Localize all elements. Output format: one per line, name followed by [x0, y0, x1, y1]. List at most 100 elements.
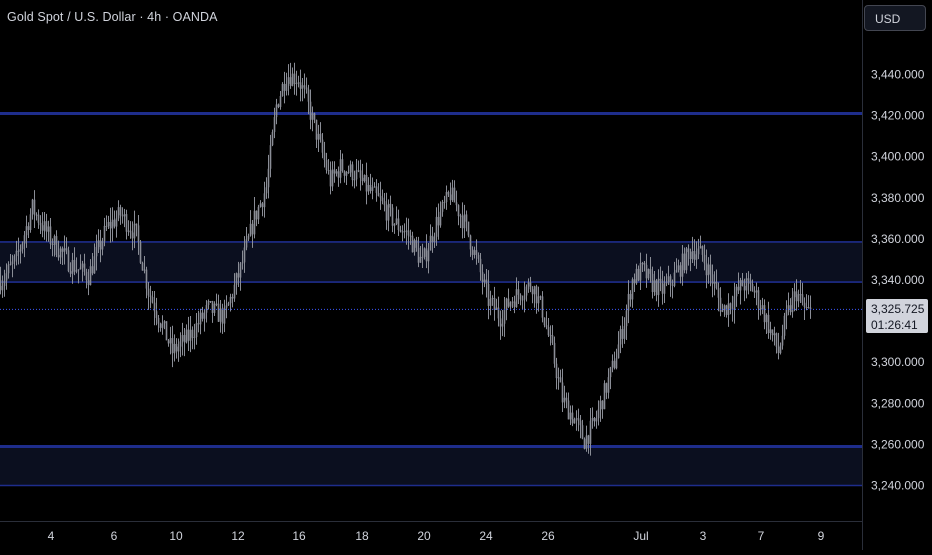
candle-body: [241, 262, 244, 264]
candle-body: [29, 214, 32, 230]
candle: [125, 209, 128, 240]
candle: [513, 295, 516, 314]
candle: [653, 270, 656, 296]
candle: [579, 415, 582, 439]
candle-body: [307, 89, 310, 102]
candle: [149, 285, 152, 309]
candle: [485, 268, 488, 298]
currency-button[interactable]: USD: [864, 5, 926, 31]
candle: [107, 215, 110, 229]
candle: [755, 282, 758, 306]
time-axis[interactable]: [0, 522, 862, 550]
candle: [317, 124, 320, 152]
candle-body: [685, 248, 688, 271]
candle-body: [35, 214, 38, 216]
candle: [371, 177, 374, 200]
candle: [701, 245, 704, 262]
candle-body: [607, 377, 610, 393]
candle-body: [109, 221, 112, 229]
bar-countdown: 01:26:41: [871, 318, 918, 332]
candle-body: [121, 215, 124, 217]
candle-body: [259, 203, 262, 207]
candle: [143, 256, 146, 274]
candle-body: [347, 172, 350, 174]
candle: [759, 299, 762, 316]
candle: [111, 207, 114, 242]
candle: [783, 312, 786, 340]
candle-body: [569, 412, 572, 420]
candle-body: [211, 301, 214, 313]
candle: [21, 241, 24, 254]
candle: [393, 223, 396, 234]
time-tick-label: 12: [231, 529, 245, 543]
price-tick-label: 3,400.000: [871, 150, 925, 164]
candle: [181, 322, 184, 356]
candle: [201, 306, 204, 322]
candle: [427, 243, 430, 274]
candle: [515, 277, 518, 308]
candle-body: [753, 291, 756, 293]
candle: [55, 230, 58, 258]
candle-body: [773, 333, 776, 336]
candle: [87, 269, 90, 296]
candle: [135, 223, 138, 237]
candle-body: [273, 117, 276, 132]
candle: [539, 295, 542, 300]
candle: [615, 348, 618, 370]
candle: [41, 212, 44, 238]
candle-body: [93, 256, 96, 274]
candle: [179, 332, 182, 358]
candle-body: [447, 191, 450, 195]
candle: [797, 289, 800, 308]
candle: [623, 317, 626, 344]
candle-body: [543, 317, 546, 326]
candle-body: [257, 206, 260, 220]
candle-body: [467, 221, 470, 236]
candle: [601, 400, 604, 419]
candle-body: [169, 338, 172, 344]
candle-body: [477, 255, 480, 259]
candle: [641, 261, 644, 272]
price-axis[interactable]: 3,240.000 3,260.000 3,280.000 3,300.000 3,34…: [871, 68, 925, 493]
candle: [183, 328, 186, 357]
candle-body: [379, 195, 382, 198]
candle-body: [145, 269, 148, 289]
candle: [805, 294, 808, 311]
candle: [305, 77, 308, 94]
candle-body: [71, 259, 74, 274]
candle-body: [439, 211, 442, 226]
candle-body: [603, 383, 606, 410]
candle: [675, 258, 678, 273]
candle: [611, 354, 614, 373]
candle-body: [385, 205, 388, 221]
candle: [197, 310, 200, 333]
candle: [643, 260, 646, 272]
candle: [377, 183, 380, 197]
candle: [549, 325, 552, 346]
candle: [689, 248, 692, 272]
candle-body: [313, 113, 316, 120]
candle: [341, 153, 344, 173]
candle-body: [791, 297, 794, 313]
candle: [519, 293, 522, 306]
candle: [75, 257, 78, 274]
candle: [355, 159, 358, 187]
candle: [329, 161, 332, 195]
candle-body: [755, 290, 758, 293]
candle-body: [667, 276, 670, 283]
candle: [217, 294, 220, 323]
candle: [787, 292, 790, 316]
candle-body: [351, 164, 354, 181]
candle-body: [729, 303, 732, 309]
candle-body: [651, 273, 654, 293]
candle-body: [45, 221, 48, 232]
candle-body: [371, 187, 374, 191]
candle-body: [517, 289, 520, 295]
candle-body: [793, 291, 796, 298]
candle-body: [249, 223, 252, 236]
candle: [677, 259, 680, 273]
candle-body: [559, 377, 562, 383]
candle-body: [699, 246, 702, 249]
